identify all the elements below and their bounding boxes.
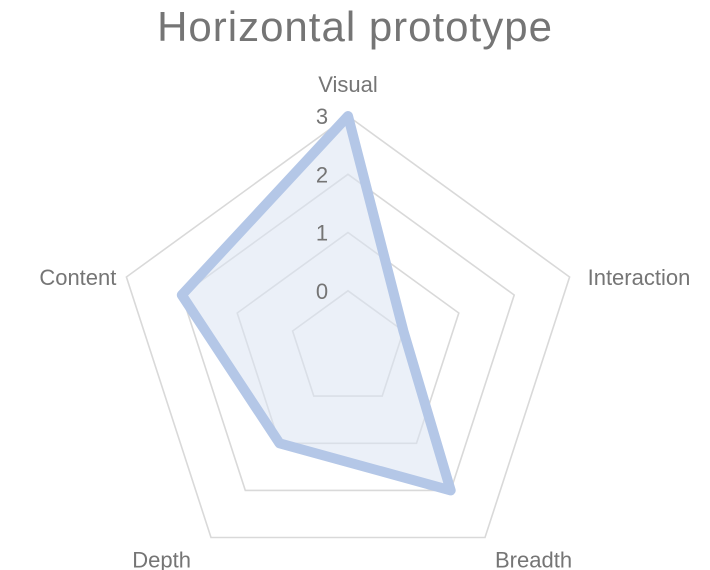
grid-ring-3: [125, 115, 571, 539]
tick-label-2: 2: [316, 162, 328, 187]
series-0-polygon: [176, 111, 456, 496]
data-point-content: [180, 294, 183, 296]
series-layer: [176, 111, 456, 496]
data-point-visual: [347, 115, 349, 117]
axis-label-depth: Depth: [132, 548, 191, 570]
data-point-breadth: [449, 489, 452, 492]
tick-label-3: 3: [316, 104, 328, 129]
axis-label-visual: Visual: [318, 72, 378, 97]
axis-label-content: Content: [39, 265, 116, 290]
label-layer: Visual Interaction Breadth Depth Content: [39, 72, 690, 570]
tick-label-1: 1: [316, 221, 328, 246]
axis-label-interaction: Interaction: [588, 265, 691, 290]
chart-title: Horizontal prototype: [157, 3, 553, 50]
tick-layer: 0 1 2 3: [316, 104, 328, 304]
axis-label-breadth: Breadth: [495, 548, 572, 570]
tick-label-0: 0: [316, 279, 328, 304]
data-point-depth: [278, 442, 281, 445]
data-point-interaction: [402, 330, 405, 332]
